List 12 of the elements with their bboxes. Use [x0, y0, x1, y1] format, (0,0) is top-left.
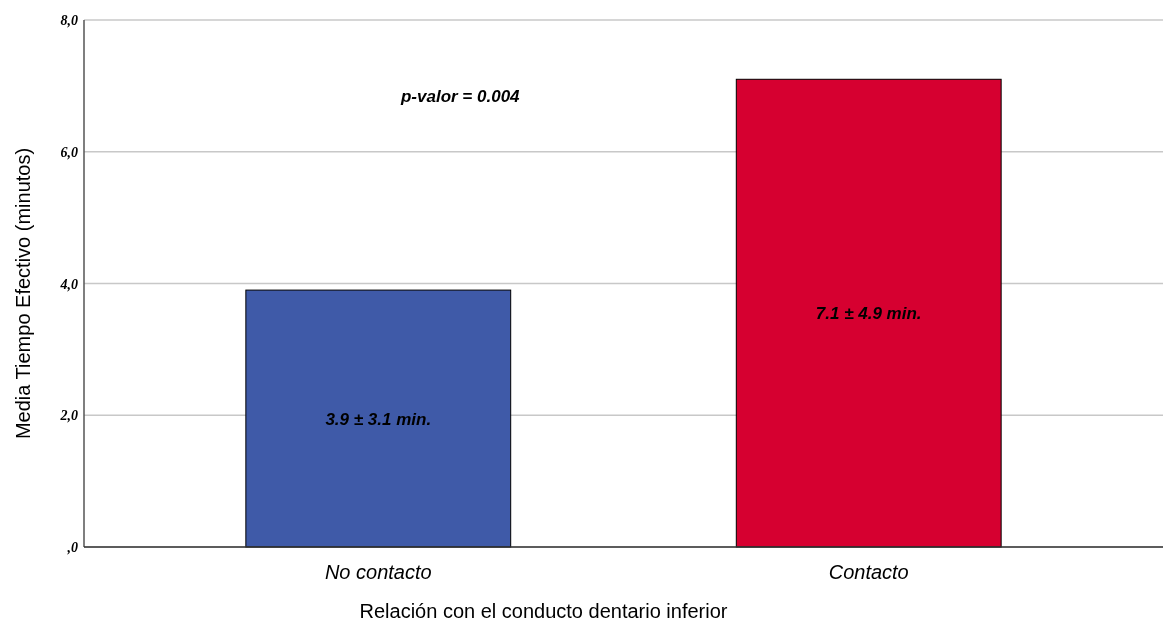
x-tick-label: No contacto	[324, 561, 432, 583]
y-tick-label: 4,0	[59, 276, 78, 292]
y-tick-label: 8,0	[60, 13, 78, 28]
x-axis-title: Relación con el conducto dentario inferior	[359, 600, 728, 622]
y-tick-label: 2,0	[59, 408, 78, 424]
annotation: p-valor = 0.004	[399, 87, 521, 106]
y-tick-label: ,0	[66, 540, 78, 555]
x-tick-label: Contacto	[828, 561, 909, 583]
y-tick-label: 6,0	[60, 144, 78, 160]
data-label: 7.1 ± 4.9 min.	[815, 304, 922, 324]
data-label: 3.9 ± 3.1 min.	[325, 409, 432, 429]
y-axis-title: Media Tiempo Efectivo (minutos)	[12, 147, 34, 440]
